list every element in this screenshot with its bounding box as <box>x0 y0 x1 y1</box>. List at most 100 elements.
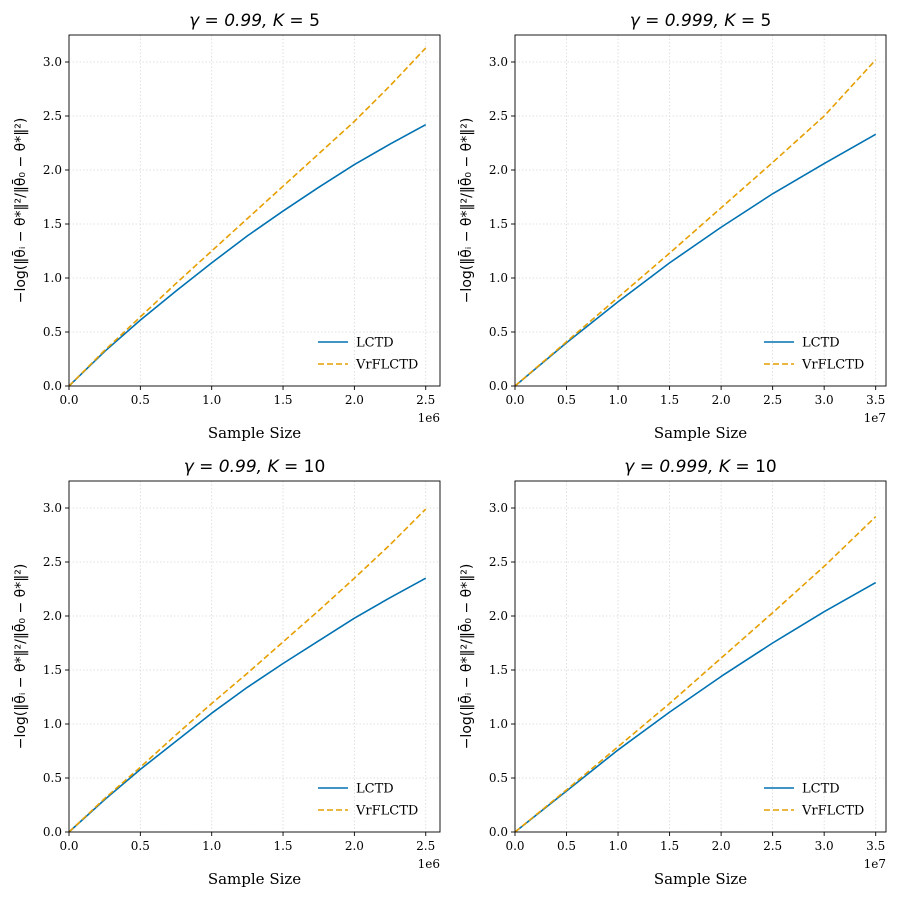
x-tick-label: 1.0 <box>202 393 221 407</box>
x-tick-label: 2.5 <box>763 839 782 853</box>
y-tick-label: 2.5 <box>489 555 508 569</box>
legend-label-vrflctd: VrFLCTD <box>801 358 864 373</box>
grid <box>514 35 886 387</box>
y-tick-label: 1.5 <box>43 663 62 677</box>
x-tick-label: 3.0 <box>815 839 834 853</box>
x-tick-label: 0.5 <box>557 393 576 407</box>
y-axis-label: −log(‖θ̄ᵢ − θ*‖²/‖θ̄₀ − θ*‖²) <box>11 118 29 304</box>
series-line-lctd <box>514 581 877 833</box>
series-line-lctd <box>68 123 427 387</box>
legend-label-vrflctd: VrFLCTD <box>355 804 418 819</box>
y-axis-label: −log(‖θ̄ᵢ − θ*‖²/‖θ̄₀ − θ*‖²) <box>457 564 475 750</box>
y-tick-label: 2.0 <box>43 163 62 177</box>
y-tick-label: 3.0 <box>43 501 62 515</box>
x-tick-label: 2.0 <box>345 393 364 407</box>
x-offset-label: 1e6 <box>418 411 440 425</box>
y-tick-label: 1.0 <box>43 271 62 285</box>
x-offset-label: 1e7 <box>864 411 886 425</box>
x-tick-label: 0.5 <box>131 393 150 407</box>
legend-label-lctd: LCTD <box>802 336 840 351</box>
x-tick-label: 1.0 <box>609 839 628 853</box>
x-axis-label: Sample Size <box>654 870 747 888</box>
legend-label-lctd: LCTD <box>802 782 840 797</box>
y-tick-label: 1.5 <box>489 217 508 231</box>
x-tick-label: 1.5 <box>660 839 679 853</box>
y-tick-label: 2.0 <box>489 163 508 177</box>
y-tick-label: 0.5 <box>43 771 62 785</box>
y-tick-label: 2.5 <box>43 555 62 569</box>
series-line-vrflctd <box>514 59 877 387</box>
axes-frame <box>68 480 441 833</box>
x-axis-label: Sample Size <box>654 424 747 442</box>
y-tick-label: 0.0 <box>489 379 508 393</box>
y-tick-label: 0.5 <box>489 771 508 785</box>
y-tick-label: 2.5 <box>489 109 508 123</box>
y-tick-label: 2.0 <box>489 609 508 623</box>
x-tick-label: 2.5 <box>763 393 782 407</box>
y-tick-label: 0.5 <box>489 325 508 339</box>
x-tick-label: 0.0 <box>505 393 524 407</box>
y-tick-label: 3.0 <box>43 55 62 69</box>
y-tick-label: 1.5 <box>43 217 62 231</box>
chart-title: γ = 0.99, K = 10 <box>184 457 326 477</box>
x-axis-label: Sample Size <box>208 870 301 888</box>
legend-label-lctd: LCTD <box>356 336 394 351</box>
y-tick-label: 1.0 <box>43 717 62 731</box>
x-tick-label: 0.0 <box>59 839 78 853</box>
y-tick-label: 1.0 <box>489 271 508 285</box>
x-tick-label: 0.0 <box>505 839 524 853</box>
series-line-vrflctd <box>514 516 877 833</box>
x-tick-label: 2.0 <box>712 393 731 407</box>
axes-frame <box>514 34 887 387</box>
subplot-gamma-0.99-k-5: 0.0 0.5 1.0 1.5 2.0 2.5 0.0 0.5 1.0 1.5 2.0 2.5 3.0 1… <box>11 11 441 442</box>
legend-label-vrflctd: VrFLCTD <box>801 804 864 819</box>
legend: LCTD VrFLCTD <box>764 782 864 819</box>
chart-title: γ = 0.99, K = 5 <box>189 11 320 31</box>
subplot-gamma-0.999-k-10: 0.0 0.5 1.0 1.5 2.0 2.5 3.0 3.5 0.0 0.5 1.0 1.5 2.0 2… <box>457 457 887 888</box>
legend: LCTD VrFLCTD <box>764 336 864 373</box>
y-tick-label: 3.0 <box>489 55 508 69</box>
x-tick-label: 2.5 <box>416 393 435 407</box>
grid <box>68 481 440 833</box>
series-line-lctd <box>68 577 427 833</box>
x-tick-label: 1.5 <box>273 839 292 853</box>
subplot-gamma-0.99-k-10: 0.0 0.5 1.0 1.5 2.0 2.5 0.0 0.5 1.0 1.5 2.0 2.5 3.0 1… <box>11 457 441 888</box>
x-axis-label: Sample Size <box>208 424 301 442</box>
legend-label-lctd: LCTD <box>356 782 394 797</box>
subplot-gamma-0.999-k-5: 0.0 0.5 1.0 1.5 2.0 2.5 3.0 3.5 0.0 0.5 1.0 1.5 2.0 2… <box>457 11 887 442</box>
x-tick-label: 3.5 <box>866 393 885 407</box>
x-tick-label: 1.5 <box>660 393 679 407</box>
x-tick-label: 0.0 <box>59 393 78 407</box>
y-tick-label: 1.5 <box>489 663 508 677</box>
x-tick-label: 1.5 <box>273 393 292 407</box>
x-offset-label: 1e7 <box>864 857 886 871</box>
y-tick-label: 3.0 <box>489 501 508 515</box>
x-tick-label: 0.5 <box>557 839 576 853</box>
legend: LCTD VrFLCTD <box>318 782 418 819</box>
series-line-vrflctd <box>68 47 427 387</box>
series-line-lctd <box>514 133 877 387</box>
y-tick-label: 0.0 <box>43 825 62 839</box>
x-tick-label: 2.0 <box>345 839 364 853</box>
grid <box>514 481 886 833</box>
y-tick-label: 2.0 <box>43 609 62 623</box>
axes-frame <box>68 34 441 387</box>
x-tick-label: 3.5 <box>866 839 885 853</box>
y-tick-label: 2.5 <box>43 109 62 123</box>
y-tick-label: 0.0 <box>489 825 508 839</box>
y-tick-label: 0.0 <box>43 379 62 393</box>
y-axis-label: −log(‖θ̄ᵢ − θ*‖²/‖θ̄₀ − θ*‖²) <box>457 118 475 304</box>
y-tick-label: 1.0 <box>489 717 508 731</box>
x-tick-label: 2.5 <box>416 839 435 853</box>
chart-title: γ = 0.999, K = 5 <box>630 11 772 31</box>
legend-label-vrflctd: VrFLCTD <box>355 358 418 373</box>
axes-frame <box>514 480 887 833</box>
x-tick-label: 1.0 <box>609 393 628 407</box>
chart-title: γ = 0.999, K = 10 <box>624 457 776 477</box>
x-tick-label: 1.0 <box>202 839 221 853</box>
x-tick-label: 3.0 <box>815 393 834 407</box>
x-offset-label: 1e6 <box>418 857 440 871</box>
y-axis-label: −log(‖θ̄ᵢ − θ*‖²/‖θ̄₀ − θ*‖²) <box>11 564 29 750</box>
series-line-vrflctd <box>68 508 427 833</box>
